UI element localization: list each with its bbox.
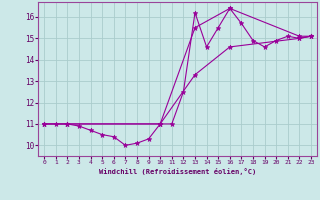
X-axis label: Windchill (Refroidissement éolien,°C): Windchill (Refroidissement éolien,°C) [99,168,256,175]
